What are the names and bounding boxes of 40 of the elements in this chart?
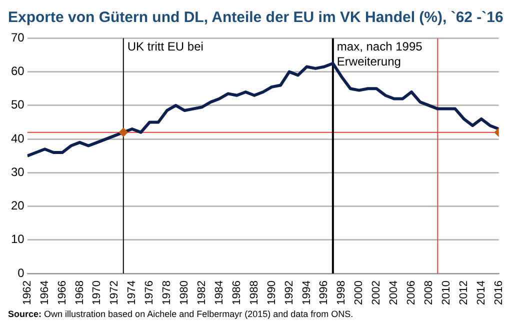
chart-title: Exporte von Gütern und DL, Anteile der EU im VK Handel (%), `62 -`16 xyxy=(8,8,504,28)
x-tick-label: 1980 xyxy=(178,280,191,306)
y-tick-label: 0 xyxy=(18,266,25,280)
x-tick-label: 1982 xyxy=(196,280,208,306)
x-tick-label: 1974 xyxy=(126,280,138,306)
x-tick-label: 1984 xyxy=(213,280,226,306)
x-tick-label: 1996 xyxy=(318,280,330,306)
x-tick-label: 1972 xyxy=(108,280,121,306)
y-tick-label: 30 xyxy=(10,164,25,179)
y-tick-label: 40 xyxy=(10,131,25,146)
x-tick-label: 1992 xyxy=(283,280,296,306)
x-tick-label: 1962 xyxy=(21,280,34,306)
x-tick-label: 1994 xyxy=(300,280,313,306)
x-tick-label: 2008 xyxy=(422,280,435,306)
ref-line-label: max, nach 1995 Erweiterung xyxy=(336,40,423,69)
y-tick-label: 20 xyxy=(10,198,25,213)
source-note: Source: Own illustration based on Aichele and Felbermayr (2015) and data from ONS. xyxy=(8,308,354,320)
x-tick-label: 1970 xyxy=(91,280,104,306)
x-tick-label: 2002 xyxy=(370,280,383,306)
y-tick-label: 60 xyxy=(10,64,25,78)
x-tick-label: 1968 xyxy=(74,280,86,306)
x-tick-label: 2014 xyxy=(475,280,488,306)
x-tick-label: 2006 xyxy=(406,280,418,306)
ref-line-label: UK tritt EU bei xyxy=(127,40,204,54)
x-tick-label: 2010 xyxy=(440,280,452,306)
x-tick-label: 2004 xyxy=(388,280,400,306)
y-tick-label: 70 xyxy=(10,30,25,45)
x-tick-label: 1986 xyxy=(230,280,243,306)
y-tick-label: 10 xyxy=(10,232,25,246)
x-tick-label: 1976 xyxy=(144,280,156,306)
x-tick-label: 2016 xyxy=(492,280,505,306)
x-tick-label: 2012 xyxy=(458,280,470,306)
y-tick-label: 50 xyxy=(10,98,25,112)
x-tick-label: 1964 xyxy=(38,280,51,306)
x-tick-label: 1998 xyxy=(336,280,348,306)
x-tick-label: 1966 xyxy=(56,280,68,306)
x-tick-label: 1988 xyxy=(248,280,260,306)
x-tick-label: 1990 xyxy=(266,280,278,306)
x-tick-label: 2000 xyxy=(353,280,366,306)
x-tick-label: 1978 xyxy=(161,280,174,306)
